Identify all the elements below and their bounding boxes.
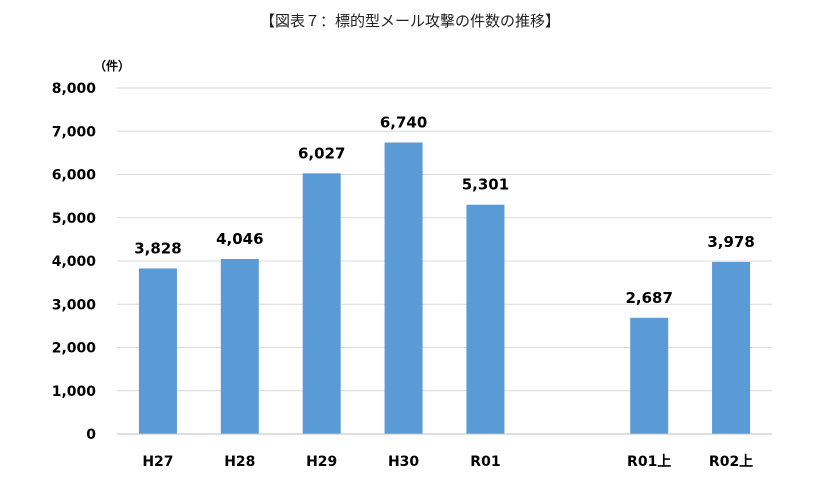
x-tick-label: R02上 [709,454,753,470]
y-tick-label: 4,000 [52,254,97,270]
x-tick-label: H27 [142,454,173,470]
y-tick-label: 6,000 [52,168,97,184]
data-label: 6,740 [380,113,427,131]
bar [712,261,751,434]
x-tick-label: H30 [388,454,419,470]
chart-title: 【図表７：標的型メール攻撃の件数の推移】 [259,12,560,30]
x-tick-label: H29 [306,454,337,470]
bar [138,268,177,434]
y-tick-label: 1,000 [52,384,97,400]
axes: 0 1,000 2,000 3,000 4,000 5,000 6,000 7,000 8,00… [52,58,772,470]
bar [384,142,423,434]
grid-lines [117,87,772,392]
bar [466,204,505,434]
data-label: 6,027 [298,144,345,162]
data-labels: 3,828 4,046 6,027 6,740 5,301 2,687 3,978 [134,113,755,306]
bar [630,317,669,434]
y-tick-label: 5,000 [52,211,97,227]
data-label: 4,046 [216,230,263,248]
y-tick-label: 8,000 [52,81,97,97]
y-tick-label: 2,000 [52,341,97,357]
bar [220,259,259,434]
y-tick-label: 0 [86,427,96,443]
y-axis-label: （件） [94,58,130,73]
y-tick-label: 7,000 [52,124,97,140]
x-tick-label: R01上 [627,454,671,470]
bar [302,173,341,434]
x-tick-label: H28 [224,454,255,470]
data-label: 3,828 [134,239,181,257]
x-tick-label: R01 [470,454,500,470]
y-tick-label: 3,000 [52,297,97,313]
data-label: 2,687 [625,289,672,307]
data-label: 3,978 [707,233,754,251]
bars [138,142,751,434]
data-label: 5,301 [462,176,509,194]
